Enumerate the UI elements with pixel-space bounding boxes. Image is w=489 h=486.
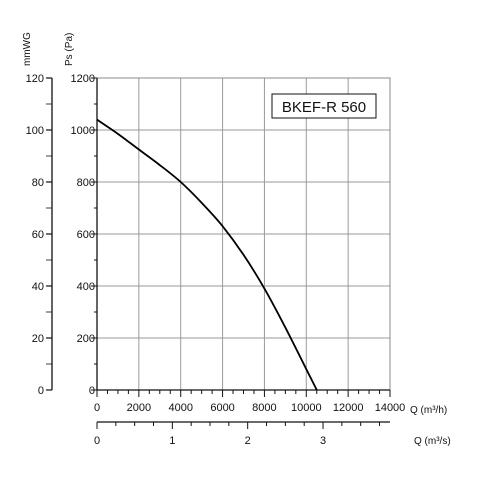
outer-y-tick-label: 40 xyxy=(32,281,44,293)
inner-y-tick-label: 0 xyxy=(89,385,95,397)
outer-y-tick-label: 20 xyxy=(32,333,44,345)
outer-y-axis-label: mmWG xyxy=(22,32,33,66)
primary-x-tick-label: 8000 xyxy=(252,402,276,414)
secondary-x-tick-label: 3 xyxy=(320,435,326,447)
primary-x-tick-label: 4000 xyxy=(168,402,192,414)
outer-y-tick-label: 80 xyxy=(32,177,44,189)
series-layer xyxy=(96,118,318,391)
fan-curve-line xyxy=(96,118,318,391)
inner-y-tick-label: 200 xyxy=(77,333,95,345)
secondary-x-tick-label: 2 xyxy=(245,435,251,447)
inner-y-tick-label: 1000 xyxy=(71,125,95,137)
secondary-x-axis-label: Q (m³/s) xyxy=(414,436,451,447)
outer-y-tick-label: 100 xyxy=(26,125,44,137)
primary-x-tick-label: 12000 xyxy=(333,402,364,414)
tick-marks xyxy=(46,77,391,429)
grid-lines xyxy=(96,77,391,391)
primary-x-tick-label: 0 xyxy=(94,402,100,414)
primary-x-axis-label: Q (m³/h) xyxy=(410,405,447,416)
primary-x-tick-label: 2000 xyxy=(127,402,151,414)
inner-y-tick-label: 600 xyxy=(77,229,95,241)
primary-x-tick-label: 14000 xyxy=(375,402,406,414)
chart-title: BKEF-R 560 xyxy=(282,99,366,116)
inner-y-tick-label: 400 xyxy=(77,281,95,293)
primary-x-tick-label: 6000 xyxy=(210,402,234,414)
primary-x-tick-label: 10000 xyxy=(291,402,322,414)
secondary-x-tick-label: 1 xyxy=(169,435,175,447)
outer-y-tick-label: 120 xyxy=(26,73,44,85)
outer-y-tick-label: 60 xyxy=(32,229,44,241)
chart-title-box: BKEF-R 560 xyxy=(271,93,377,119)
inner-y-tick-label: 1200 xyxy=(71,73,95,85)
inner-y-tick-label: 800 xyxy=(77,177,95,189)
inner-y-axis-label: Ps (Pa) xyxy=(64,33,75,66)
outer-y-tick-label: 0 xyxy=(38,385,44,397)
secondary-x-tick-label: 0 xyxy=(94,435,100,447)
